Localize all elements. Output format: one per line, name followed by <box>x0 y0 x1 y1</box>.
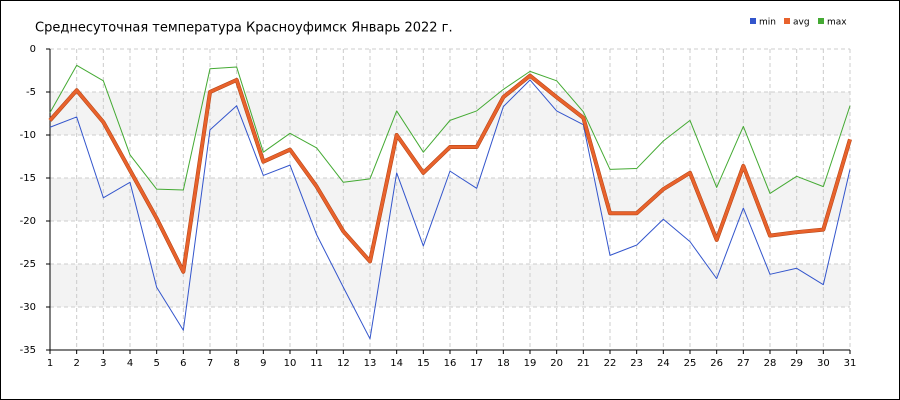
x-tick-label: 19 <box>524 358 537 369</box>
grid-band <box>50 264 850 307</box>
y-tick-label: -25 <box>20 259 36 270</box>
y-tick-label: -15 <box>20 173 36 184</box>
y-tick-label: -20 <box>20 216 36 227</box>
y-tick-label: -10 <box>20 130 36 141</box>
y-tick-label: 0 <box>30 44 36 55</box>
x-tick-label: 27 <box>737 358 750 369</box>
x-tick-label: 25 <box>684 358 697 369</box>
series-line <box>48 74 852 274</box>
legend-label: min <box>759 18 776 28</box>
x-tick-label: 30 <box>817 358 830 369</box>
x-tick-label: 9 <box>260 358 266 369</box>
x-tick-label: 5 <box>153 358 159 369</box>
x-tick-label: 11 <box>310 358 323 369</box>
x-tick-label: 31 <box>844 358 857 369</box>
x-tick-label: 10 <box>284 358 297 369</box>
legend-label: avg <box>793 18 810 28</box>
legend-swatch <box>818 18 824 24</box>
chart-title: Среднесуточная температура Красноуфимск … <box>35 21 453 36</box>
y-tick-label: -30 <box>20 302 36 313</box>
y-tick-label: -5 <box>26 87 36 98</box>
legend-label: max <box>827 18 847 28</box>
x-tick-label: 13 <box>364 358 377 369</box>
series-line <box>49 79 851 340</box>
legend-swatch <box>750 18 756 24</box>
legend-swatch <box>784 18 790 24</box>
x-tick-label: 7 <box>207 358 213 369</box>
y-tick-label: -35 <box>20 345 36 356</box>
x-tick-label: 21 <box>577 358 590 369</box>
x-tick-label: 28 <box>764 358 777 369</box>
x-tick-label: 23 <box>630 358 643 369</box>
x-tick-label: 12 <box>337 358 350 369</box>
x-tick-label: 14 <box>390 358 403 369</box>
x-tick-label: 8 <box>233 358 239 369</box>
x-tick-label: 29 <box>790 358 803 369</box>
x-tick-label: 20 <box>550 358 563 369</box>
x-tick-label: 22 <box>604 358 617 369</box>
x-tick-label: 24 <box>657 358 670 369</box>
x-tick-label: 17 <box>470 358 483 369</box>
x-tick-label: 6 <box>180 358 186 369</box>
x-tick-label: 1 <box>47 358 53 369</box>
x-tick-label: 16 <box>444 358 457 369</box>
x-tick-label: 4 <box>127 358 133 369</box>
series-line <box>49 64 851 194</box>
x-tick-label: 15 <box>417 358 430 369</box>
x-tick-label: 3 <box>100 358 106 369</box>
x-tick-label: 18 <box>497 358 510 369</box>
x-tick-label: 26 <box>710 358 723 369</box>
x-tick-label: 2 <box>73 358 79 369</box>
